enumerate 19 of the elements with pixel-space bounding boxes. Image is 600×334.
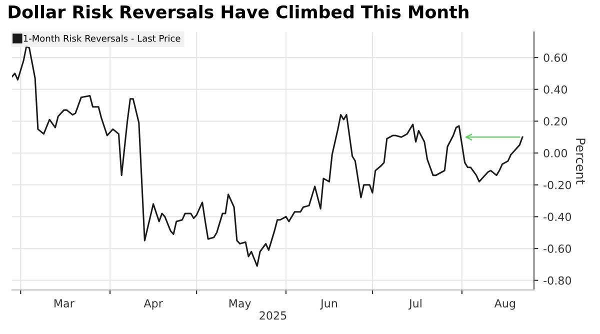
y-tick-label: 0.00: [544, 149, 568, 158]
y-tick-label: 0.40: [544, 85, 568, 94]
line-series: [12, 46, 524, 267]
x-tick-label: Jun: [320, 299, 337, 310]
x-axis-title: 2025: [260, 311, 286, 320]
chart-title: Dollar Risk Reversals Have Climbed This Month: [8, 5, 468, 18]
y-tick-label: 0.60: [544, 54, 568, 62]
y-tick-label: -0.60: [544, 244, 572, 253]
y-tick-label: -0.20: [544, 180, 572, 190]
x-tick-label: May: [229, 299, 251, 310]
x-tick-label: Apr: [144, 299, 163, 310]
x-tick-label: Jul: [408, 298, 422, 310]
x-tick-label: Mar: [54, 299, 74, 308]
legend-label: 1-Month Risk Reversals - Last Price: [24, 34, 180, 42]
y-tick-label: 0.20: [544, 117, 568, 126]
y-tick-label: -0.40: [544, 212, 572, 222]
y-axis-title: Percent: [576, 138, 586, 184]
y-tick-label: -0.80: [544, 276, 572, 285]
x-tick-label: Aug: [494, 299, 515, 310]
